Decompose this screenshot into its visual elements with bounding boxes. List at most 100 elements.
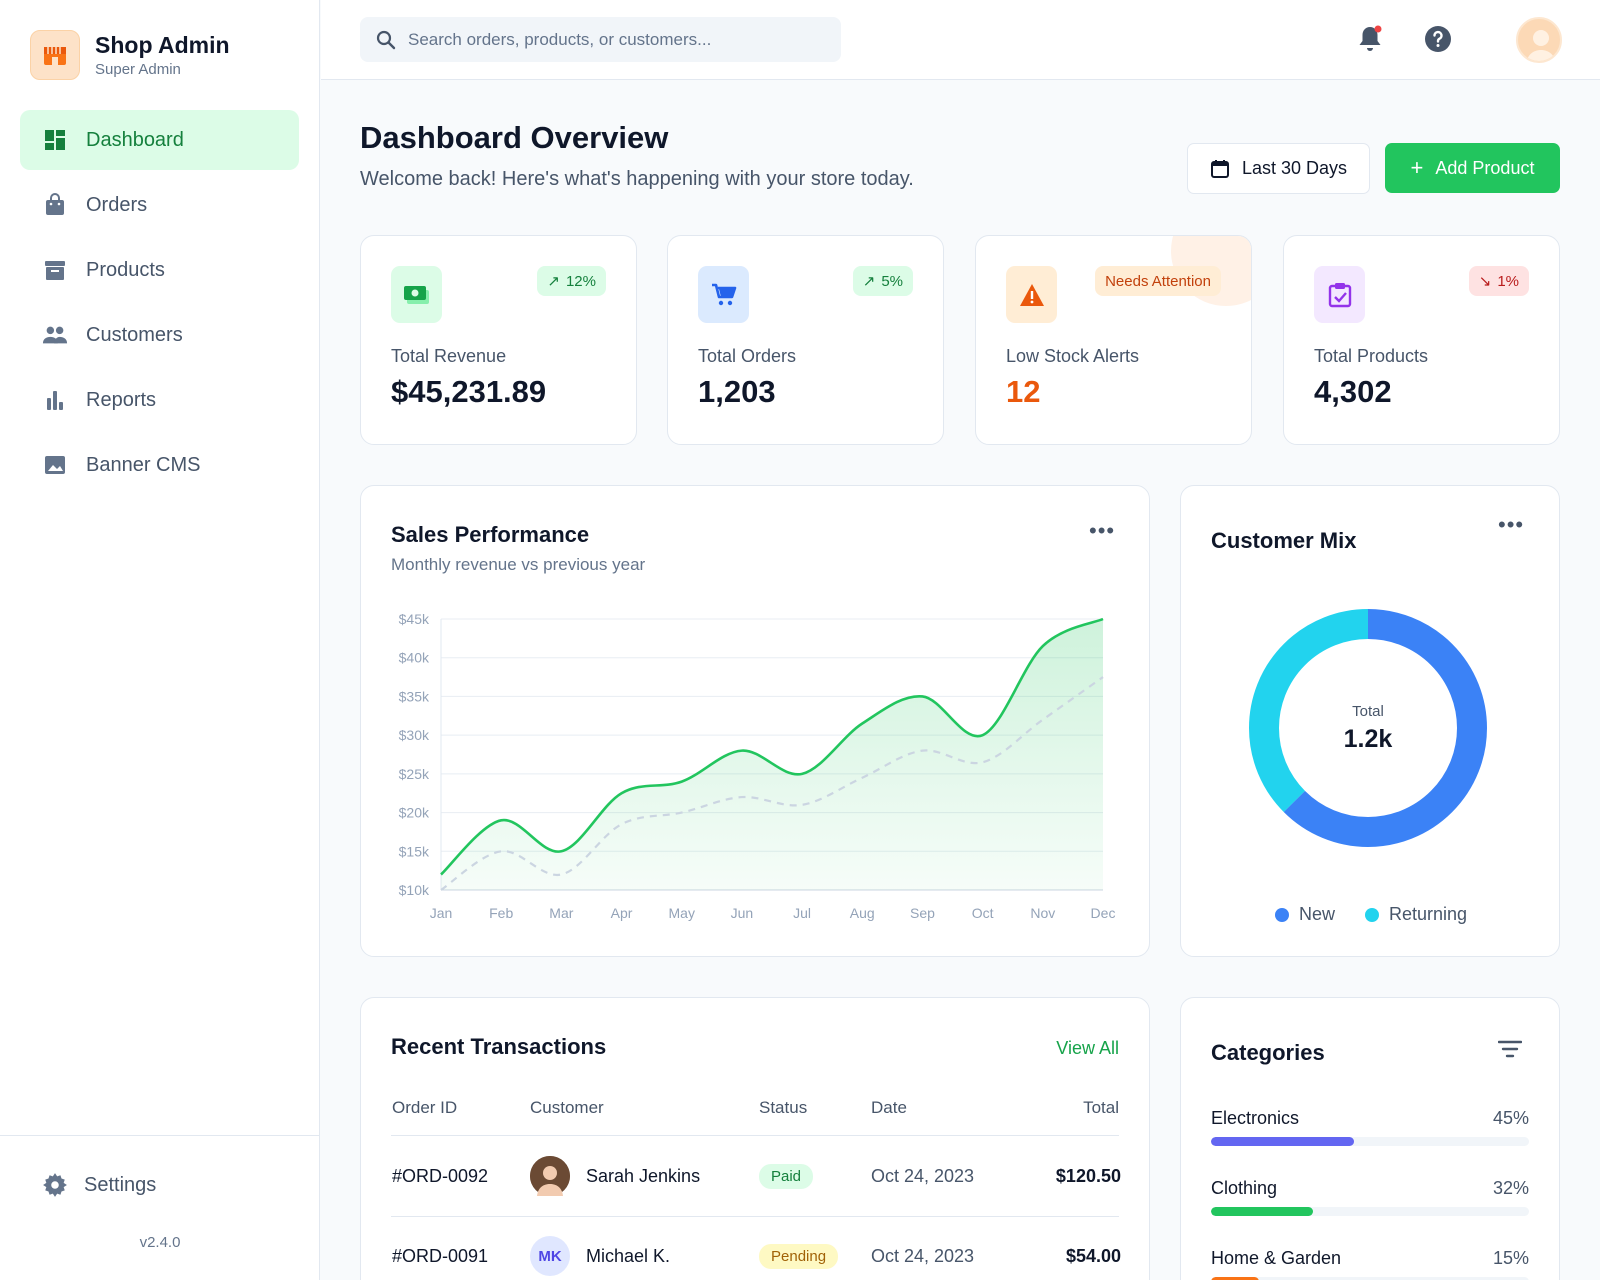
- brand-subtitle: Super Admin: [95, 61, 181, 78]
- stat-card-revenue[interactable]: ↗ 12% Total Revenue $45,231.89: [360, 235, 637, 445]
- order-id: #ORD-0091: [392, 1245, 489, 1266]
- stat-card-orders[interactable]: ↗ 5% Total Orders 1,203: [667, 235, 944, 445]
- category-label: Electronics: [1211, 1108, 1300, 1128]
- x-tick-label: Sep: [910, 905, 935, 921]
- stat-label: Total Products: [1314, 346, 1429, 366]
- column-header-date: Date: [871, 1098, 907, 1117]
- stat-label: Low Stock Alerts: [1006, 346, 1140, 366]
- y-tick-label: $45k: [399, 611, 430, 627]
- x-tick-label: May: [669, 905, 695, 921]
- sidebar: Shop Admin Super Admin Dashboard Orders …: [0, 0, 320, 1280]
- brand[interactable]: Shop Admin Super Admin: [30, 30, 230, 80]
- date-range-label: Last 30 Days: [1241, 158, 1348, 178]
- page-subtitle: Welcome back! Here's what's happening wi…: [360, 168, 914, 190]
- category-pct: 45%: [1492, 1108, 1529, 1128]
- bar-chart-icon: [42, 387, 68, 413]
- previous-year-line: [440, 676, 1104, 891]
- version-label: v2.4.0: [139, 1234, 181, 1251]
- x-tick-label: Oct: [972, 905, 994, 921]
- sidebar-item-label: Products: [86, 258, 165, 281]
- more-options-icon[interactable]: •••: [1498, 512, 1525, 537]
- column-header-status: Status: [759, 1098, 808, 1117]
- sidebar-item-banner-cms[interactable]: Banner CMS: [20, 435, 299, 495]
- sidebar-item-orders[interactable]: Orders: [20, 175, 299, 235]
- donut-center-label: Total: [1352, 703, 1384, 720]
- stat-label: Total Revenue: [391, 346, 507, 366]
- table-row[interactable]: #ORD-0091 MK Michael K. Pending Oct 24, …: [361, 1216, 1149, 1280]
- people-icon: [42, 322, 68, 348]
- status-badge: Paid: [759, 1163, 814, 1189]
- notifications-button[interactable]: [1351, 20, 1389, 58]
- progress-fill: [1211, 1137, 1355, 1146]
- divider: [391, 1135, 1119, 1136]
- archive-box-icon: [42, 257, 68, 283]
- stat-value: 1,203: [698, 374, 776, 409]
- customer-name: Michael K.: [586, 1245, 671, 1266]
- column-header-customer: Customer: [530, 1098, 604, 1117]
- stat-card-low-stock[interactable]: Needs Attention Low Stock Alerts 12: [975, 235, 1252, 445]
- customer-avatar: MK: [530, 1236, 570, 1276]
- card-title: Recent Transactions: [391, 1034, 607, 1059]
- search-input[interactable]: [408, 29, 828, 50]
- more-options-icon[interactable]: •••: [1089, 518, 1116, 543]
- progress-fill: [1211, 1277, 1259, 1280]
- card-title: Sales Performance: [391, 522, 590, 547]
- legend-dot: [1274, 907, 1289, 922]
- stat-value: 4,302: [1314, 374, 1392, 409]
- recent-transactions-card: Recent Transactions View All Order ID Cu…: [360, 997, 1150, 1280]
- search-bar[interactable]: [360, 17, 841, 62]
- sidebar-item-customers[interactable]: Customers: [20, 305, 299, 365]
- x-tick-label: Jan: [430, 905, 453, 921]
- sales-performance-card: Sales Performance Monthly revenue vs pre…: [360, 485, 1150, 957]
- page-title: Dashboard Overview: [360, 120, 669, 155]
- sidebar-nav: Dashboard Orders Products Customers Repo…: [20, 110, 299, 500]
- x-tick-label: Dec: [1091, 905, 1116, 921]
- order-id: #ORD-0092: [392, 1165, 489, 1186]
- avatar[interactable]: [1516, 17, 1562, 63]
- donut-center-value: 1.2k: [1344, 725, 1393, 753]
- progress-fill: [1211, 1207, 1313, 1216]
- trend-badge: ↗ 12%: [537, 266, 606, 296]
- trend-down-icon: ↘: [1478, 273, 1492, 290]
- x-tick-label: Apr: [611, 905, 633, 921]
- date-range-button[interactable]: Last 30 Days: [1187, 143, 1370, 194]
- category-pct: 15%: [1492, 1248, 1529, 1268]
- category-label: Clothing: [1211, 1178, 1278, 1198]
- settings-link[interactable]: Settings: [42, 1172, 156, 1198]
- sales-line-chart: $10k $15k $20k $25k $30k $35k $40k $45k Jan Feb Ma…: [399, 611, 1116, 921]
- stat-card-products[interactable]: ↘ 1% Total Products 4,302: [1283, 235, 1560, 445]
- help-button[interactable]: [1419, 20, 1457, 58]
- help-icon: [1424, 25, 1452, 53]
- customer-cell: MK Michael K.: [530, 1216, 670, 1280]
- legend-dot: [1364, 907, 1379, 922]
- calendar-icon: [1210, 159, 1230, 179]
- stat-value: 12: [1006, 374, 1041, 409]
- legend-item-new: New: [1274, 904, 1335, 925]
- card-subtitle: Monthly revenue vs previous year: [391, 555, 646, 574]
- sidebar-item-dashboard[interactable]: Dashboard: [20, 110, 299, 170]
- y-tick-label: $25k: [399, 766, 430, 782]
- categories-card: Categories Electronics 45% Clothing 32% Ho…: [1180, 997, 1560, 1280]
- y-tick-label: $30k: [399, 727, 430, 743]
- customer-mix-card: Customer Mix ••• Total 1.2k New Returning: [1180, 485, 1560, 957]
- sidebar-item-label: Reports: [86, 388, 157, 411]
- category-label: Home & Garden: [1211, 1248, 1342, 1268]
- sidebar-item-reports[interactable]: Reports: [20, 370, 299, 430]
- image-icon: [42, 452, 68, 478]
- column-header-total: Total: [1083, 1098, 1119, 1117]
- table-row[interactable]: #ORD-0092 Sarah Jenkins Paid Oct 24, 202…: [361, 1136, 1149, 1216]
- column-header-order-id: Order ID: [392, 1098, 458, 1117]
- current-year-line: [440, 617, 1104, 876]
- search-icon: [376, 30, 396, 50]
- progress-track: [1211, 1137, 1529, 1146]
- customer-cell: Sarah Jenkins: [530, 1136, 700, 1216]
- order-date: Oct 24, 2023: [871, 1245, 975, 1266]
- filter-icon[interactable]: [1497, 1038, 1523, 1064]
- sidebar-item-products[interactable]: Products: [20, 240, 299, 300]
- category-item: Home & Garden 15%: [1211, 1248, 1529, 1280]
- category-pct: 32%: [1492, 1178, 1529, 1198]
- add-product-button[interactable]: + Add Product: [1385, 143, 1560, 193]
- view-all-link[interactable]: View All: [1056, 1038, 1119, 1058]
- y-tick-label: $35k: [399, 688, 430, 704]
- plus-icon: +: [1410, 155, 1424, 180]
